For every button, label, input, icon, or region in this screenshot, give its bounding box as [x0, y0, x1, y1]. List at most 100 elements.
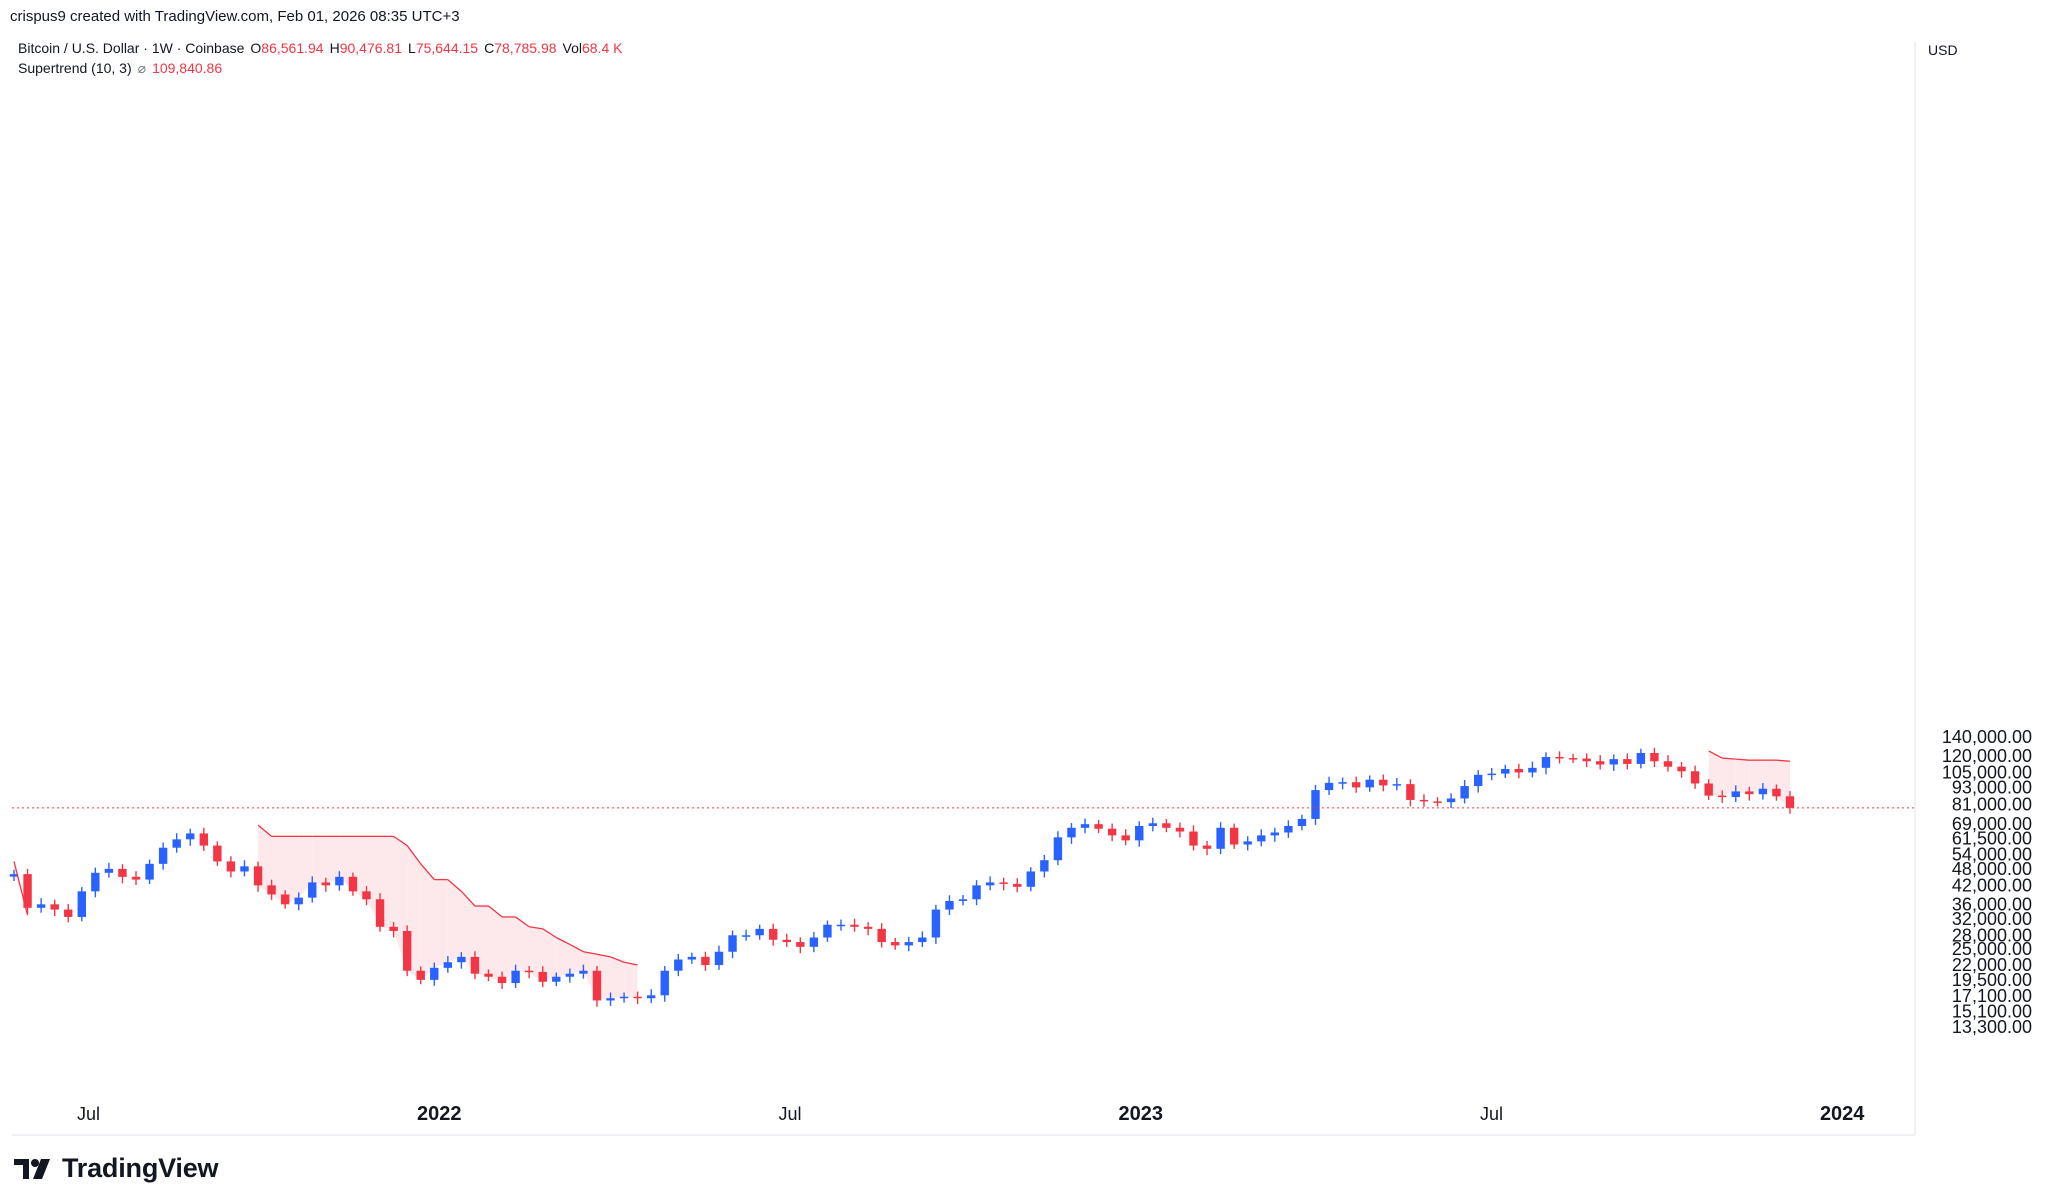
supertrend-down-segment	[529, 926, 543, 930]
candle-body	[918, 937, 927, 943]
candle	[402, 925, 412, 977]
candle	[701, 951, 710, 971]
candle	[633, 991, 642, 1005]
supertrend-down-fill	[515, 916, 530, 972]
supertrend-down-fill	[1749, 760, 1763, 795]
candle	[728, 930, 737, 959]
candle	[50, 899, 59, 917]
supertrend-fill	[14, 750, 1790, 1001]
candle	[877, 923, 886, 948]
candle-body	[524, 970, 534, 973]
candle	[836, 919, 846, 931]
candle	[267, 879, 276, 900]
candle-body	[145, 863, 154, 880]
candle-body	[728, 935, 737, 952]
candle-body	[985, 882, 995, 886]
candle	[592, 966, 602, 1007]
candle	[1175, 822, 1185, 838]
candle-body	[118, 868, 127, 877]
candle-body	[1297, 818, 1307, 826]
candle	[687, 952, 697, 964]
supertrend-down-segment	[623, 961, 638, 966]
candle	[1324, 776, 1334, 795]
candle	[579, 964, 588, 979]
candle	[321, 877, 331, 892]
candle-body	[158, 847, 168, 864]
candle-body	[9, 874, 19, 877]
candle	[904, 936, 913, 952]
symbol-label[interactable]: Bitcoin / U.S. Dollar · 1W · Coinbase	[18, 40, 245, 56]
candle-body	[362, 891, 371, 900]
candle	[565, 968, 575, 983]
candle-body	[1555, 757, 1564, 759]
candle	[972, 880, 981, 906]
candle-body	[1460, 786, 1469, 799]
candle-body	[1121, 835, 1130, 841]
brand[interactable]: TradingView	[14, 1153, 219, 1184]
candle-body	[1243, 841, 1252, 845]
candle	[1663, 755, 1673, 772]
candle-body	[1162, 823, 1171, 828]
candle	[158, 842, 168, 870]
candle-body	[931, 909, 941, 938]
candle-body	[1731, 791, 1740, 798]
candle-body	[226, 861, 236, 872]
candle	[755, 924, 764, 940]
candle	[985, 876, 995, 891]
candle	[1406, 779, 1415, 807]
candle	[1243, 836, 1252, 851]
candle	[240, 860, 249, 877]
price-tick-label: 36,000.00	[1952, 894, 2032, 914]
candle-body	[701, 956, 710, 965]
candle-body	[1135, 825, 1144, 841]
price-tick-label: 13,300.00	[1952, 1017, 2032, 1037]
candle	[1257, 829, 1266, 847]
supertrend-down-fill	[556, 937, 570, 977]
close-value: 78,785.98	[494, 40, 557, 56]
supertrend-down-segment	[406, 845, 422, 865]
price-tick-label: 25,000.00	[1952, 939, 2032, 959]
candle	[552, 972, 561, 987]
candle-body	[877, 928, 886, 943]
currency-label[interactable]: USD	[1928, 42, 1958, 58]
price-tick-label: 69,000.00	[1952, 814, 2032, 834]
candle	[1528, 761, 1537, 778]
candle	[416, 966, 425, 985]
candle	[1758, 783, 1768, 800]
candle	[1595, 755, 1605, 770]
candle	[64, 903, 73, 923]
candle-body	[552, 976, 561, 982]
candle-body	[1718, 795, 1727, 798]
candle-body	[1107, 828, 1117, 836]
candle-body	[1040, 860, 1049, 872]
candle	[1053, 831, 1063, 866]
candle	[1745, 786, 1754, 801]
candle	[348, 872, 358, 896]
candle	[1785, 791, 1795, 814]
candle-body	[457, 956, 466, 963]
candle	[1460, 779, 1469, 804]
indicator-settings-icon[interactable]: ⌀	[137, 60, 147, 76]
indicator-label[interactable]: Supertrend (10, 3)	[18, 60, 132, 76]
brand-name: TradingView	[62, 1153, 219, 1183]
supertrend-down-segment	[393, 835, 408, 847]
candle	[1135, 821, 1144, 847]
candle-body	[335, 876, 344, 886]
candle	[1026, 867, 1035, 892]
candle	[1351, 776, 1361, 793]
supertrend-down-fill	[529, 926, 543, 982]
candle-body	[1704, 783, 1713, 796]
price-tick-label: 105,000.00	[1942, 762, 2032, 782]
candle-body	[1501, 768, 1510, 774]
candle	[945, 895, 954, 915]
price-tick-label: 19,500.00	[1952, 970, 2032, 990]
candle	[91, 867, 100, 898]
candle-body	[1433, 801, 1442, 803]
time-tick-label: 2024	[1820, 1103, 1865, 1125]
price-tick-label: 17,100.00	[1952, 986, 2032, 1006]
candle	[335, 871, 344, 891]
time-tick-label: Jul	[779, 1104, 802, 1124]
supertrend-down-fill	[542, 928, 557, 982]
supertrend-down-segment	[583, 951, 598, 955]
